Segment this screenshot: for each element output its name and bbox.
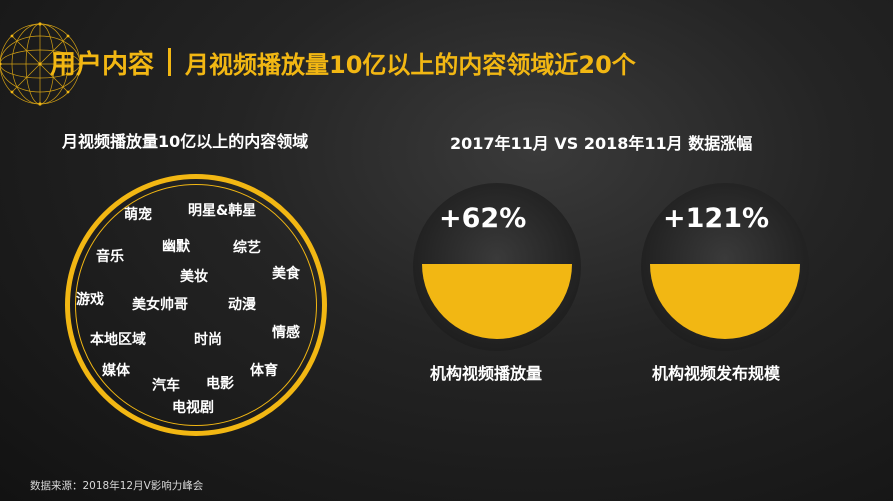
tag-pets: 萌宠 [124, 207, 152, 223]
slide-title: 用户内容 月视频播放量10亿以上的内容领域近20个 [50, 42, 636, 82]
tag-cars: 汽车 [152, 378, 180, 394]
category-ring-inner [75, 184, 317, 426]
tag-tv: 电视剧 [172, 400, 214, 416]
gauge-publish-scale [641, 183, 809, 351]
tag-local: 本地区域 [90, 332, 146, 348]
right-heading: 2017年11月 VS 2018年11月 数据涨幅 [450, 134, 753, 153]
metric-label-publish: 机构视频发布规模 [652, 364, 781, 383]
globe-icon [0, 22, 82, 106]
category-ring [65, 174, 327, 436]
title-subtitle: 月视频播放量10亿以上的内容领域近20个 [185, 50, 636, 79]
metric-value-play: +62% [439, 203, 527, 234]
tag-sports: 体育 [250, 363, 278, 379]
tag-emotion: 情感 [272, 325, 300, 341]
data-source-note: 数据来源：2018年12月V影响力峰会 [30, 480, 204, 492]
title-divider [168, 48, 172, 76]
tag-movies: 电影 [206, 376, 234, 392]
tag-media: 媒体 [102, 363, 130, 379]
tag-games: 游戏 [76, 292, 104, 308]
gauge-play-volume [413, 183, 581, 351]
tag-beauties: 美女帅哥 [132, 297, 188, 313]
tag-variety: 综艺 [233, 240, 261, 256]
tag-humor: 幽默 [162, 239, 190, 255]
tag-music: 音乐 [96, 249, 124, 265]
metric-label-play: 机构视频播放量 [430, 364, 543, 383]
title-main: 用户内容 [50, 49, 155, 80]
tag-beauty: 美妆 [180, 269, 208, 285]
left-heading: 月视频播放量10亿以上的内容领域 [62, 132, 309, 151]
metric-value-publish: +121% [663, 203, 770, 234]
tag-fashion: 时尚 [194, 332, 222, 348]
tag-anime: 动漫 [228, 297, 256, 313]
tag-food: 美食 [272, 266, 300, 282]
tag-celebrity: 明星&韩星 [188, 203, 257, 219]
